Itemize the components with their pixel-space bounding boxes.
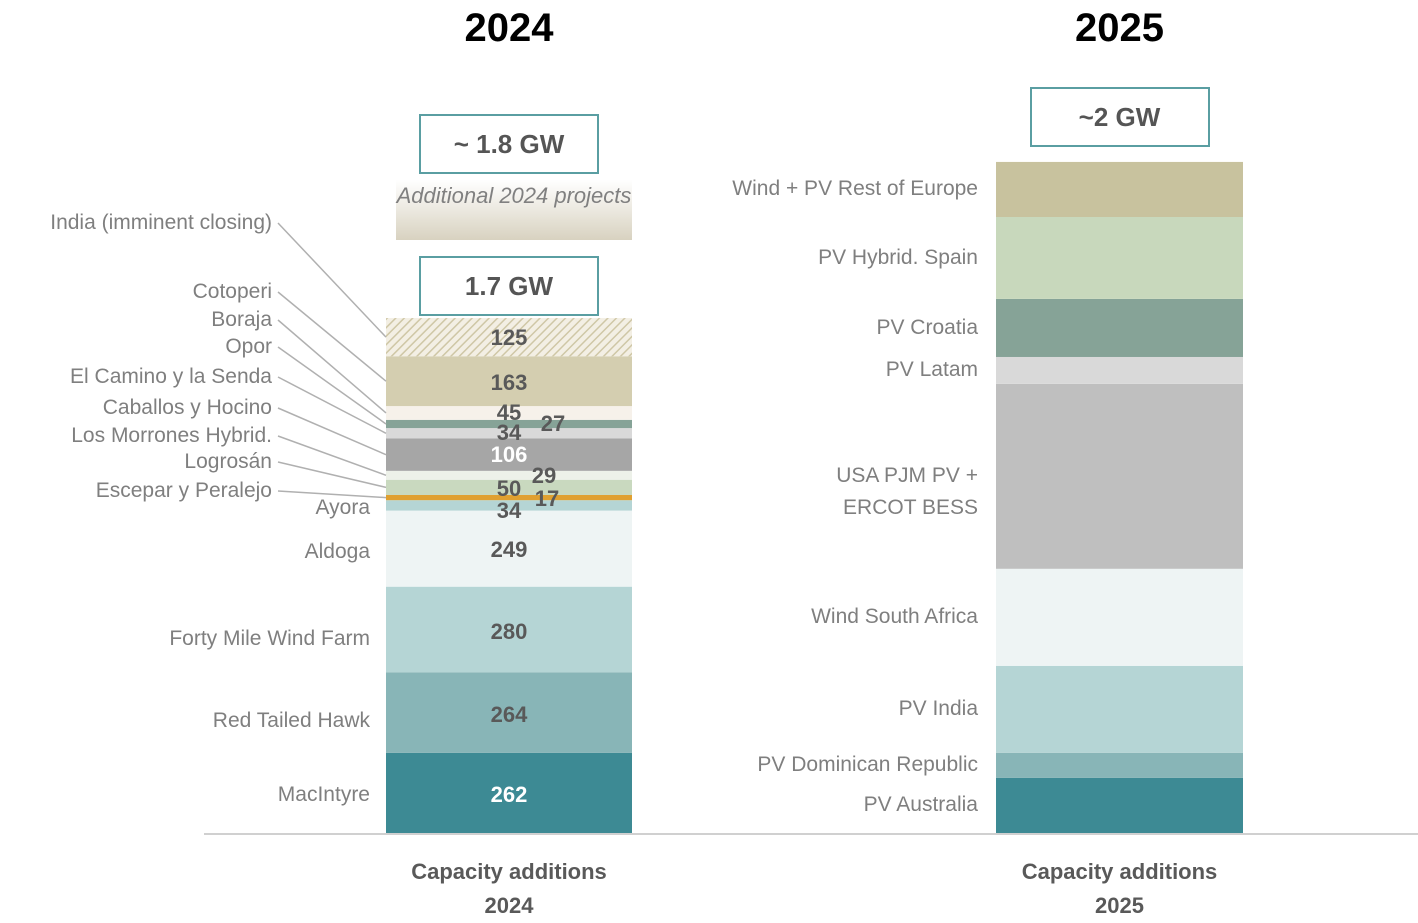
bar-segment xyxy=(386,438,632,471)
chart-title: 2025 xyxy=(1075,6,1164,50)
series-label: Los Morrones Hybrid. xyxy=(71,424,272,447)
leader-line xyxy=(277,407,387,456)
bar-segment xyxy=(386,318,632,357)
chart-title: 2024 xyxy=(464,6,554,50)
bar-segment xyxy=(386,752,632,833)
category-label: Capacity additions 2025 xyxy=(1021,859,1218,918)
bar-segment xyxy=(996,216,1243,299)
bar-segment xyxy=(386,510,632,587)
leader-line xyxy=(277,222,387,338)
bar-segment xyxy=(996,665,1243,753)
series-label: Ayora xyxy=(315,496,370,519)
estimate-box: ~ 1.8 GW xyxy=(419,114,599,174)
series-label: El Camino y la Senda xyxy=(70,365,272,388)
bar-segment xyxy=(996,568,1243,666)
note-label: Additional 2024 projects xyxy=(396,180,632,240)
series-label: USA PJM PV + ERCOT BESS xyxy=(836,464,978,520)
estimate-box: ~2 GW xyxy=(1029,87,1210,147)
series-label: Caballos y Hocino xyxy=(102,396,272,419)
value-label: 34 xyxy=(496,498,522,523)
value-label: 17 xyxy=(534,486,560,511)
value-label: 29 xyxy=(531,463,557,488)
bar-segment xyxy=(996,298,1243,357)
value-label: 27 xyxy=(540,411,566,436)
series-label: Forty Mile Wind Farm xyxy=(169,627,370,650)
bar-segment xyxy=(386,356,632,407)
bar-segment xyxy=(386,495,632,501)
leader-line xyxy=(277,490,387,499)
value-label: 249 xyxy=(490,537,528,562)
value-label: 45 xyxy=(496,400,522,425)
series-label: PV Australia xyxy=(863,793,978,817)
value-label: 280 xyxy=(490,619,528,644)
series-label: Escepar y Peralejo xyxy=(95,479,272,502)
bar-segment xyxy=(386,479,632,496)
series-label: Wind + PV Rest of Europe xyxy=(732,177,978,201)
series-label: Red Tailed Hawk xyxy=(212,709,370,732)
leader-line xyxy=(277,461,387,489)
bar-segment xyxy=(996,356,1243,384)
bar-segment xyxy=(386,586,632,673)
value-label: 262 xyxy=(490,782,528,807)
leader-line xyxy=(277,376,387,434)
series-label: PV India xyxy=(898,697,978,721)
series-label: MacIntyre xyxy=(277,783,370,806)
leader-line xyxy=(277,319,387,414)
bar-segment xyxy=(996,383,1243,569)
series-label: PV Latam xyxy=(885,358,978,382)
value-label: 264 xyxy=(490,702,528,727)
value-label: 50 xyxy=(496,476,522,501)
series-label: Logrosán xyxy=(184,450,272,473)
total-box: 1.7 GW xyxy=(419,256,599,316)
bar-segment xyxy=(386,672,632,753)
series-label: Cotoperi xyxy=(192,280,272,303)
category-label: Capacity additions 2024 xyxy=(411,859,607,918)
value-label: 125 xyxy=(490,325,528,350)
series-label: Opor xyxy=(225,335,272,358)
bar-segment xyxy=(386,406,632,420)
bar-segment xyxy=(996,161,1243,217)
bar-segment xyxy=(996,777,1243,833)
series-label: Aldoga xyxy=(304,540,370,563)
leader-line xyxy=(277,346,387,425)
leader-line xyxy=(277,435,387,476)
value-label: 106 xyxy=(490,442,528,467)
bar-segment xyxy=(386,500,632,511)
value-label: 34 xyxy=(496,420,522,445)
series-label: Wind South Africa xyxy=(811,605,978,629)
bar-segment xyxy=(386,428,632,439)
series-label: Boraja xyxy=(211,308,272,331)
series-label: PV Hybrid. Spain xyxy=(818,245,978,269)
leader-line xyxy=(277,291,387,382)
bar-segment xyxy=(996,752,1243,778)
bar-segment xyxy=(386,470,632,480)
series-label: India (imminent closing) xyxy=(50,211,272,234)
series-label: PV Croatia xyxy=(876,315,978,339)
bar-segment xyxy=(386,419,632,429)
value-label: 163 xyxy=(490,370,528,395)
series-label: PV Dominican Republic xyxy=(757,753,978,777)
